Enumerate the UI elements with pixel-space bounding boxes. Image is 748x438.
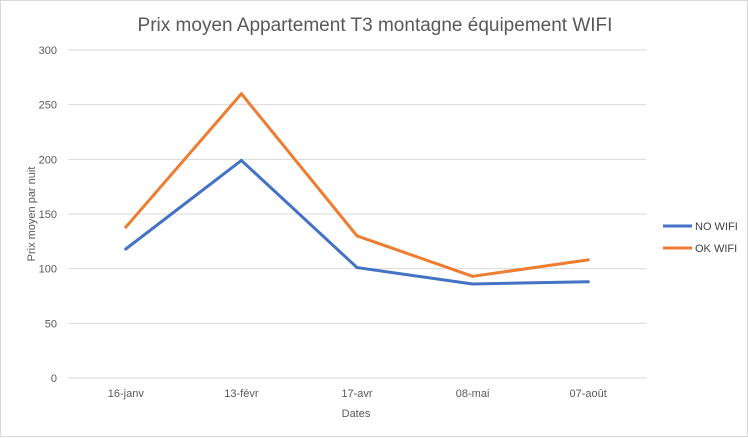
data-point: [124, 225, 128, 229]
chart-title: Prix moyen Appartement T3 montagne équip…: [138, 15, 613, 36]
x-tick-label: 07-août: [570, 388, 607, 400]
y-tick-label: 0: [51, 373, 57, 385]
x-tick-label: 08-mai: [456, 388, 490, 400]
legend-label: NO WIFI: [695, 221, 738, 233]
data-point: [471, 274, 475, 278]
x-tick-label: 17-avr: [341, 388, 373, 400]
y-tick-label: 100: [39, 264, 57, 276]
x-tick-label: 16-janv: [108, 388, 145, 400]
data-point: [239, 158, 243, 162]
data-point: [586, 258, 590, 262]
data-point: [471, 282, 475, 286]
y-tick-label: 50: [45, 318, 57, 330]
x-tick-label: 13-févr: [224, 388, 259, 400]
data-point: [124, 247, 128, 251]
y-tick-label: 200: [39, 154, 57, 166]
data-point: [355, 234, 359, 238]
data-point: [239, 92, 243, 96]
data-point: [355, 266, 359, 270]
gridlines: [68, 49, 646, 379]
y-tick-label: 150: [39, 209, 57, 221]
x-axis-ticks: 16-janv 13-févr 17-avr 08-mai 07-août: [108, 388, 607, 400]
legend-label: OK WIFI: [695, 243, 737, 255]
x-axis-title: Dates: [342, 408, 371, 420]
legend: NO WIFI OK WIFI: [663, 221, 738, 255]
y-tick-label: 300: [39, 45, 57, 57]
series-lines: [124, 92, 590, 286]
series-line-1: [124, 158, 590, 286]
series-line-2: [124, 92, 590, 278]
y-axis-title: Prix moyen par nuit: [26, 167, 38, 262]
y-axis-ticks: 0 50 100 150 200 250 300: [39, 45, 57, 385]
data-point: [586, 280, 590, 284]
y-tick-label: 250: [39, 100, 57, 112]
